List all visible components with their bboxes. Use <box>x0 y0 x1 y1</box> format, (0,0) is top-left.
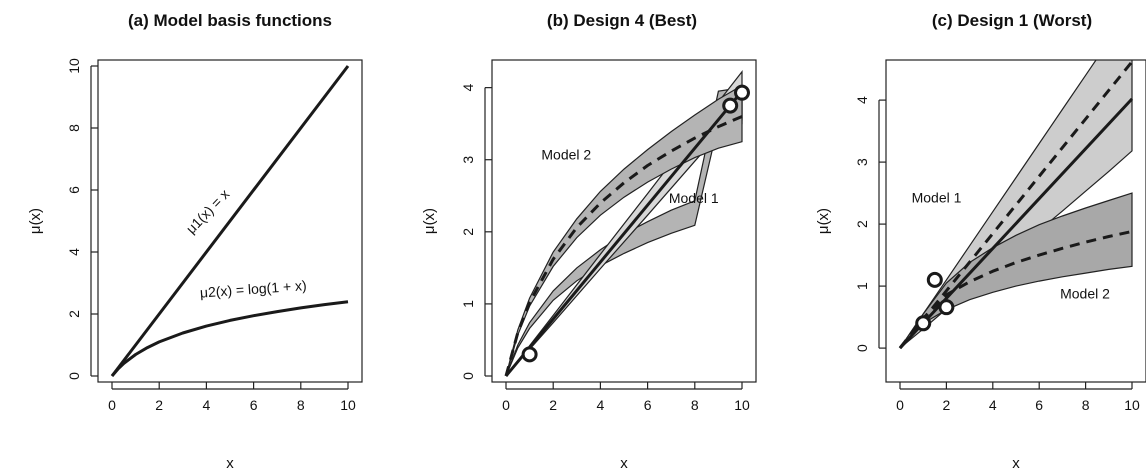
plot-area <box>898 60 1134 350</box>
plot-frame <box>97 59 363 383</box>
x-tick-label: 0 <box>108 397 116 413</box>
series-line <box>110 65 350 377</box>
y-tick-label: 10 <box>66 58 82 74</box>
model-label: Model 2 <box>541 147 591 163</box>
x-tick-label: 4 <box>597 397 605 413</box>
y-tick-label: 8 <box>66 124 82 132</box>
x-tick-label: 8 <box>691 397 699 413</box>
y-tick-label: 6 <box>66 186 82 194</box>
x-tick-label: 2 <box>549 397 557 413</box>
design-point <box>521 346 538 363</box>
x-axis-label: x <box>1012 455 1020 472</box>
y-tick-label: 1 <box>854 282 870 290</box>
y-tick-label: 4 <box>460 84 476 92</box>
y-axis-label: μ(x) <box>815 208 832 234</box>
x-axis-label: x <box>226 455 234 472</box>
x-axis-label: x <box>620 455 628 472</box>
chart-title: (a) Model basis functions <box>128 11 332 30</box>
x-tick-label: 0 <box>502 397 510 413</box>
design-point <box>926 271 943 288</box>
x-tick-label: 2 <box>943 397 951 413</box>
x-tick-label: 8 <box>297 397 305 413</box>
design-point <box>734 84 750 101</box>
x-tick-label: 4 <box>989 397 997 413</box>
y-tick-label: 2 <box>460 228 476 236</box>
x-tick-label: 2 <box>155 397 163 413</box>
panel-3: (c) Design 1 (Worst) x μ(x) 0 2 4 6 8 10 0 1 2 3 4 Mod… <box>815 11 1146 472</box>
x-tick-label: 10 <box>340 397 356 413</box>
x-tick-label: 6 <box>1035 397 1043 413</box>
x-tick-label: 8 <box>1082 397 1090 413</box>
x-tick-label: 0 <box>896 397 904 413</box>
series-line <box>898 60 1134 350</box>
y-tick-label: 3 <box>854 158 870 166</box>
confidence-band <box>899 192 1133 349</box>
series-line <box>504 90 744 377</box>
plot-area <box>110 65 350 377</box>
y-axis-label: μ(x) <box>27 208 44 234</box>
panel-1: (a) Model basis functions x μ(x) 0 2 4 6 8 10 0 2 4… <box>27 11 363 472</box>
y-tick-label: 4 <box>66 248 82 256</box>
plot-area <box>504 70 744 377</box>
design-point <box>722 97 739 114</box>
x-tick-label: 6 <box>250 397 258 413</box>
plot-frame <box>491 59 757 383</box>
y-tick-label: 1 <box>460 300 476 308</box>
model-2-band <box>505 84 743 377</box>
x-tick-label: 6 <box>644 397 652 413</box>
series-line <box>504 115 743 377</box>
panel-2: (b) Design 4 (Best) x μ(x) 0 2 4 6 8 10 0 1 2 3 4 Mode… <box>421 11 757 472</box>
y-axis-label: μ(x) <box>421 208 438 234</box>
plot-frame <box>885 59 1146 383</box>
formula-annotation: μ2(x) = log(1 + x) <box>199 277 307 300</box>
chart-title: (c) Design 1 (Worst) <box>932 11 1092 30</box>
model-label: Model 1 <box>912 189 962 205</box>
x-tick-label: 4 <box>203 397 211 413</box>
y-tick-label: 2 <box>854 220 870 228</box>
series-line <box>898 230 1133 350</box>
x-tick-label: 10 <box>734 397 750 413</box>
y-tick-label: 0 <box>854 344 870 352</box>
design-point <box>915 315 932 332</box>
y-tick-label: 3 <box>460 156 476 164</box>
design-point <box>938 299 955 316</box>
model-label: Model 1 <box>669 190 719 206</box>
model-label: Model 2 <box>1060 286 1110 302</box>
y-tick-label: 0 <box>66 372 82 380</box>
y-tick-label: 4 <box>854 96 870 104</box>
chart-title: (b) Design 4 (Best) <box>547 11 697 30</box>
series-line <box>110 300 349 377</box>
y-tick-label: 2 <box>66 310 82 318</box>
x-tick-label: 10 <box>1124 397 1140 413</box>
y-tick-label: 0 <box>460 372 476 380</box>
